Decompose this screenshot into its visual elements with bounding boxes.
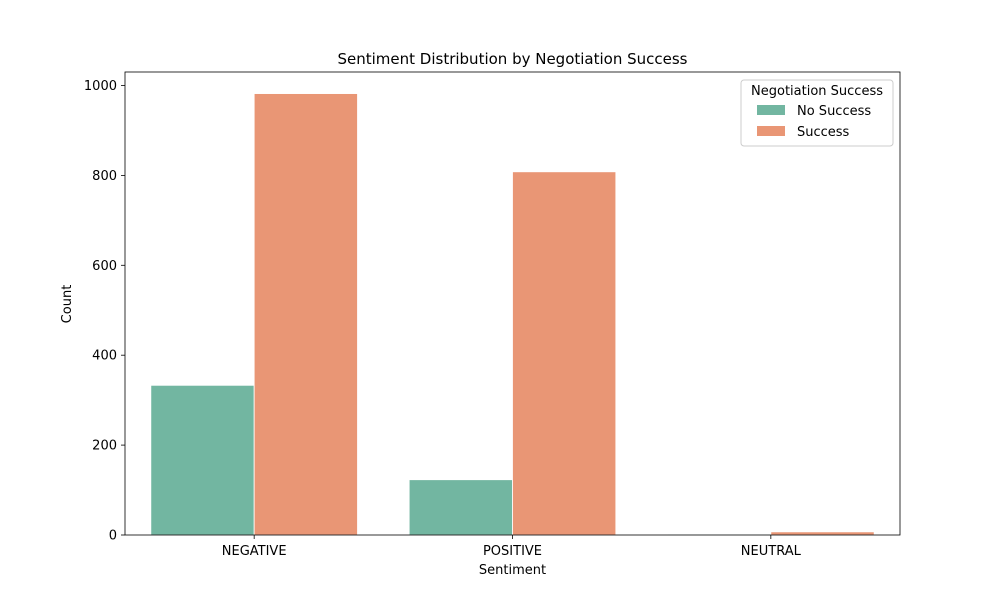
x-axis-label: Sentiment bbox=[479, 563, 546, 578]
y-tick-label: 800 bbox=[92, 169, 117, 184]
legend-label: No Success bbox=[797, 104, 871, 119]
bar-success-positive bbox=[512, 171, 617, 536]
y-tick-label: 600 bbox=[92, 259, 117, 274]
legend-label: Success bbox=[797, 125, 850, 140]
plot-area: 0 200 400 600 800 1000 NEGATIVE POSITIVE NEUTRAL bbox=[84, 71, 901, 559]
legend-swatch bbox=[757, 126, 785, 136]
bar-no-success-positive bbox=[408, 479, 513, 536]
chart-title: Sentiment Distribution by Negotiation Su… bbox=[337, 50, 687, 68]
y-tick-label: 400 bbox=[92, 349, 117, 364]
y-tick-label: 200 bbox=[92, 439, 117, 454]
x-tick-label: POSITIVE bbox=[483, 544, 542, 559]
y-axis-label: Count bbox=[60, 285, 75, 324]
x-tick-label: NEGATIVE bbox=[222, 544, 287, 559]
bar-no-success-negative bbox=[150, 384, 255, 536]
bar-success-neutral bbox=[770, 531, 875, 536]
legend-title: Negotiation Success bbox=[751, 84, 883, 99]
legend: Negotiation Success No Success Success bbox=[740, 79, 894, 147]
y-tick-label: 1000 bbox=[84, 79, 117, 94]
bar-success-negative bbox=[253, 93, 358, 536]
x-tick-label: NEUTRAL bbox=[741, 544, 802, 559]
y-tick-label: 0 bbox=[109, 529, 117, 544]
legend-swatch bbox=[757, 105, 785, 115]
legend-entries: No Success Success bbox=[757, 104, 871, 140]
